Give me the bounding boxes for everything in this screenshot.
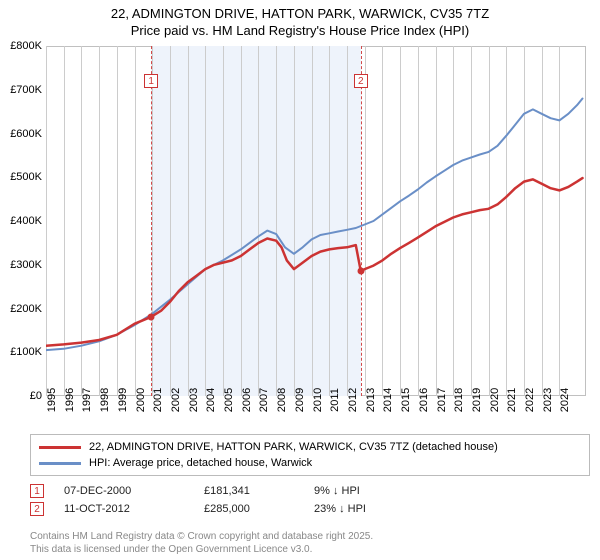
y-axis-label: £700K bbox=[10, 84, 42, 96]
licence-text: Contains HM Land Registry data © Crown c… bbox=[30, 531, 590, 556]
sale-table-row: 1 07-DEC-2000 £181,341 9% ↓ HPI bbox=[30, 482, 590, 500]
sale-row-date: 11-OCT-2012 bbox=[64, 503, 184, 515]
sale-row-diff: 23% ↓ HPI bbox=[314, 503, 404, 515]
sale-table-row: 2 11-OCT-2012 £285,000 23% ↓ HPI bbox=[30, 500, 590, 518]
series-line-price_paid bbox=[46, 178, 583, 346]
y-axis-label: £100K bbox=[10, 346, 42, 358]
y-axis-label: £600K bbox=[10, 128, 42, 140]
sale-row-badge: 1 bbox=[30, 484, 44, 498]
licence-line-2: This data is licensed under the Open Gov… bbox=[30, 544, 590, 557]
y-axis-label: £0 bbox=[30, 390, 42, 402]
y-axis-label: £300K bbox=[10, 259, 42, 271]
legend-row: 22, ADMINGTON DRIVE, HATTON PARK, WARWIC… bbox=[39, 439, 581, 455]
legend-row: HPI: Average price, detached house, Warw… bbox=[39, 455, 581, 471]
sale-row-date: 07-DEC-2000 bbox=[64, 485, 184, 497]
sale-row-badge: 2 bbox=[30, 502, 44, 516]
legend-label: 22, ADMINGTON DRIVE, HATTON PARK, WARWIC… bbox=[89, 441, 498, 453]
y-axis-label: £400K bbox=[10, 215, 42, 227]
chart-titles: 22, ADMINGTON DRIVE, HATTON PARK, WARWIC… bbox=[0, 0, 600, 38]
sale-dot bbox=[148, 313, 155, 320]
plot-area: £0£100K£200K£300K£400K£500K£600K£700K£80… bbox=[46, 46, 586, 396]
chart-title-address: 22, ADMINGTON DRIVE, HATTON PARK, WARWIC… bbox=[0, 6, 600, 21]
legend-swatch bbox=[39, 446, 81, 449]
sale-dot bbox=[357, 268, 364, 275]
chart-title-subtitle: Price paid vs. HM Land Registry's House … bbox=[0, 23, 600, 38]
y-axis-label: £200K bbox=[10, 303, 42, 315]
legend-label: HPI: Average price, detached house, Warw… bbox=[89, 457, 312, 469]
chart-container: 22, ADMINGTON DRIVE, HATTON PARK, WARWIC… bbox=[0, 0, 600, 560]
legend-swatch bbox=[39, 462, 81, 465]
sale-row-price: £181,341 bbox=[204, 485, 294, 497]
series-svg bbox=[46, 46, 586, 396]
series-line-hpi bbox=[46, 99, 583, 351]
sales-table: 1 07-DEC-2000 £181,341 9% ↓ HPI 2 11-OCT-2012… bbox=[30, 482, 590, 518]
y-axis-label: £500K bbox=[10, 171, 42, 183]
legend-box: 22, ADMINGTON DRIVE, HATTON PARK, WARWIC… bbox=[30, 434, 590, 476]
sale-row-price: £285,000 bbox=[204, 503, 294, 515]
sale-row-diff: 9% ↓ HPI bbox=[314, 485, 404, 497]
licence-line-1: Contains HM Land Registry data © Crown c… bbox=[30, 531, 590, 544]
y-axis-label: £800K bbox=[10, 40, 42, 52]
